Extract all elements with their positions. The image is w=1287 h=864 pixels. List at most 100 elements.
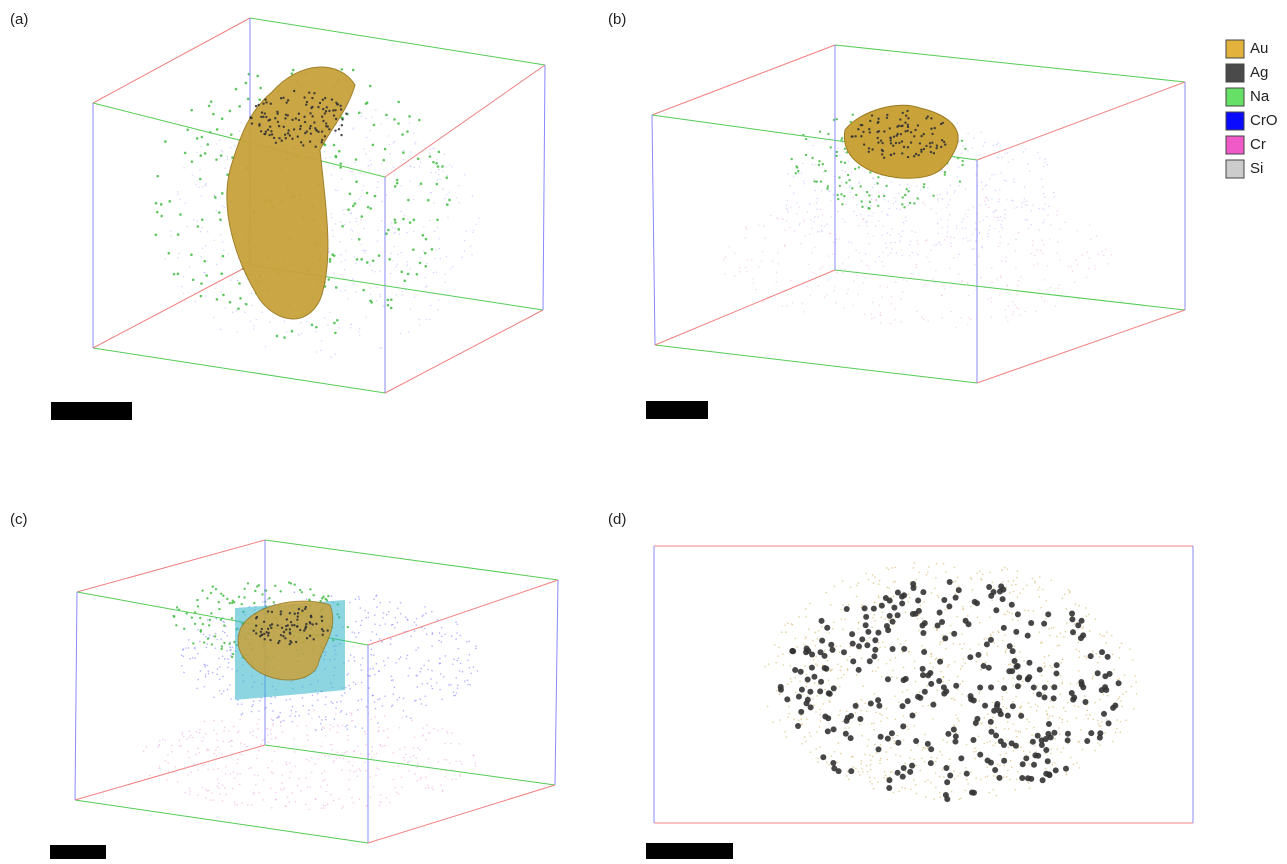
atom [304, 131, 307, 135]
atom [219, 154, 223, 157]
atom [870, 114, 874, 117]
atom [880, 720, 882, 722]
atom [1119, 720, 1122, 723]
atom [409, 308, 412, 310]
atom [1005, 198, 1008, 201]
atom [291, 705, 294, 708]
atom [822, 703, 825, 705]
atom [1067, 742, 1070, 745]
atom [429, 732, 431, 734]
atom [868, 194, 871, 197]
atom [1016, 596, 1019, 599]
atom [850, 755, 853, 758]
atom [369, 796, 371, 799]
atom [183, 671, 185, 674]
atom [868, 131, 872, 134]
atom [809, 294, 812, 296]
atom [839, 709, 841, 712]
atom [221, 784, 224, 786]
atom [1029, 751, 1031, 753]
atom [1088, 630, 1091, 632]
atom [442, 675, 445, 678]
atom [1051, 729, 1058, 736]
atom [951, 630, 958, 637]
atom [340, 124, 344, 127]
scale-bar [51, 402, 132, 420]
atom [962, 658, 964, 660]
atom [335, 713, 337, 715]
atom [855, 193, 858, 197]
atom [210, 612, 213, 615]
atom [1101, 250, 1103, 252]
atom [1078, 604, 1080, 607]
atom [875, 629, 882, 636]
atom [363, 249, 365, 251]
atom [873, 601, 876, 603]
atom [828, 699, 831, 702]
atom [187, 750, 190, 753]
atom [390, 272, 392, 275]
atom [311, 623, 314, 626]
atom [969, 239, 972, 242]
atom [919, 769, 922, 772]
atom [305, 103, 308, 106]
atom [722, 258, 725, 261]
atom [318, 101, 322, 105]
atom [815, 748, 817, 750]
atom [958, 185, 960, 187]
atom [1066, 720, 1069, 723]
atom [380, 219, 383, 222]
atom [225, 793, 227, 796]
atom [889, 618, 896, 625]
atom [872, 616, 874, 619]
atom [435, 162, 438, 165]
atom [819, 720, 822, 722]
atom [369, 287, 371, 289]
atom [922, 132, 925, 136]
atom [895, 200, 897, 203]
atom [837, 677, 840, 680]
atom [855, 674, 858, 676]
atom [815, 180, 818, 183]
atom [176, 780, 179, 783]
atom [784, 730, 786, 733]
atom [210, 799, 212, 801]
atom [920, 150, 923, 153]
atom [415, 757, 418, 760]
atom [383, 147, 387, 151]
atom [845, 203, 848, 206]
atom [988, 791, 991, 794]
atom [426, 682, 429, 685]
atom [803, 649, 810, 656]
atom [459, 760, 461, 763]
atom [998, 231, 1000, 233]
atom [1066, 622, 1068, 624]
atom [323, 112, 327, 115]
atom [431, 786, 434, 788]
atom [963, 770, 970, 777]
atom [857, 770, 860, 773]
atom [304, 626, 308, 629]
atom [446, 174, 448, 176]
atom [902, 739, 905, 741]
atom [885, 751, 888, 753]
atom [871, 626, 873, 629]
atom [375, 109, 377, 111]
atom [817, 649, 824, 656]
atom [1110, 254, 1113, 256]
atom [182, 735, 185, 738]
atom [1058, 284, 1060, 286]
atom [914, 680, 917, 683]
atom [960, 316, 963, 319]
atom [412, 218, 416, 222]
atom [782, 664, 785, 666]
atom [1008, 740, 1015, 747]
atom [933, 627, 935, 629]
atom [991, 198, 993, 200]
atom [422, 727, 424, 729]
atom [876, 702, 883, 709]
atom [324, 735, 327, 737]
atom [884, 676, 891, 683]
atom [357, 111, 361, 115]
atom [363, 147, 365, 150]
